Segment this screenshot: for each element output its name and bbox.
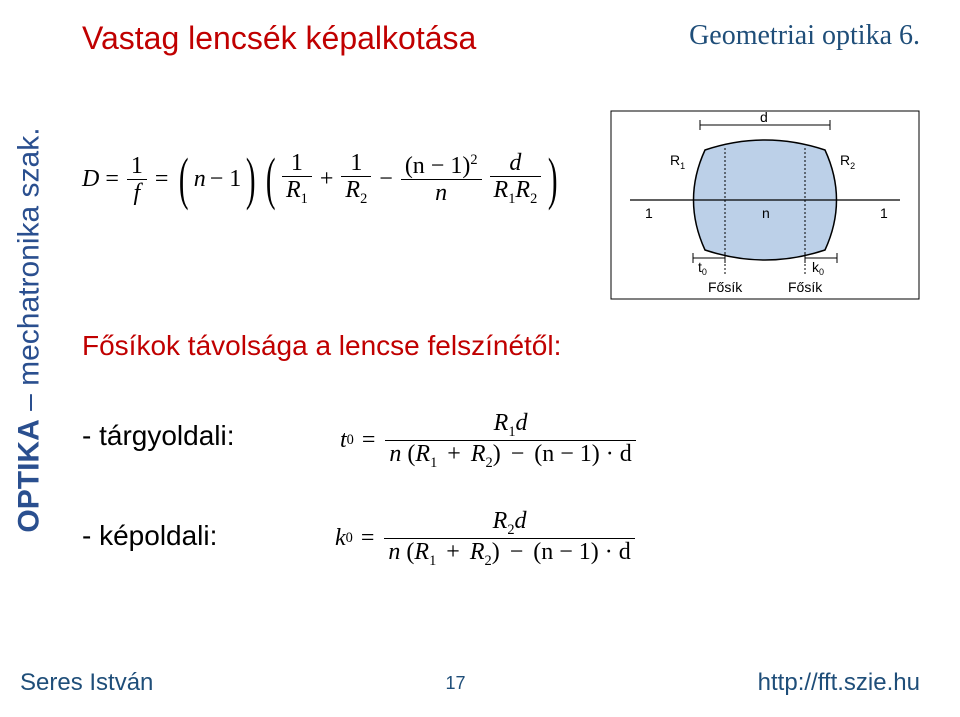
lparen2: ( (265, 150, 275, 208)
svg-text:Fősík: Fősík (788, 279, 823, 295)
frac-1-R2: 1 R2 (341, 150, 371, 207)
sym-eq2: = (155, 166, 169, 193)
svg-text:1: 1 (645, 205, 653, 221)
sym-D: D (82, 166, 99, 193)
frac-k0: R2d n (R1 + R2) − (n − 1) · d (384, 508, 634, 569)
equation-t0: t0 = R1d n (R1 + R2) − (n − 1) · d (340, 410, 638, 471)
lparen1: ( (179, 150, 189, 208)
svg-text:Fősík: Fősík (708, 279, 743, 295)
label-d: d (760, 110, 768, 125)
sidebar: OPTIKA – mechatronika szak. (6, 0, 54, 660)
svg-text:n: n (762, 205, 770, 221)
frac-nm1sq-n: (n − 1)2 n (401, 152, 482, 206)
sym-n: n (194, 166, 206, 193)
sidebar-bold: OPTIKA (13, 419, 46, 532)
frac-1-over-f: 1 f (127, 153, 147, 206)
sidebar-text: OPTIKA – mechatronika szak. (13, 127, 47, 532)
frac-t0: R1d n (R1 + R2) − (n − 1) · d (385, 410, 635, 471)
rparen1: ) (246, 150, 256, 208)
sym-plus: + (320, 166, 334, 193)
footer-author: Seres István (20, 669, 153, 697)
item-targyoldali: - tárgyoldali: (82, 420, 235, 452)
footer: Seres István 17 http://fft.szie.hu (0, 669, 960, 697)
equation-main: D = 1 f = ( n − 1 ) ( 1 R1 + 1 R2 − (n −… (82, 150, 563, 208)
frac-1-R1: 1 R1 (282, 150, 312, 207)
rparen2: ) (548, 150, 558, 208)
subtitle: Fősíkok távolsága a lencse felszínétől: (82, 330, 561, 362)
sym-eq1: = (105, 166, 119, 193)
sym-minus: − (379, 166, 393, 193)
footer-page: 17 (446, 673, 466, 694)
sidebar-rest: – mechatronika szak. (13, 127, 46, 419)
footer-url: http://fft.szie.hu (758, 669, 920, 697)
title-left: Vastag lencsék képalkotása (82, 20, 476, 57)
title-right: Geometriai optika 6. (689, 20, 920, 52)
item-kepoldali: - képoldali: (82, 520, 217, 552)
frac-d-R1R2: d R1R2 (490, 150, 542, 207)
svg-text:1: 1 (880, 205, 888, 221)
equation-k0: k0 = R2d n (R1 + R2) − (n − 1) · d (335, 508, 637, 569)
lens-diagram: d R1 R2 1 n 1 t0 k0 Fősík Fősík (610, 110, 920, 300)
sym-minus1: − 1 (210, 166, 242, 193)
